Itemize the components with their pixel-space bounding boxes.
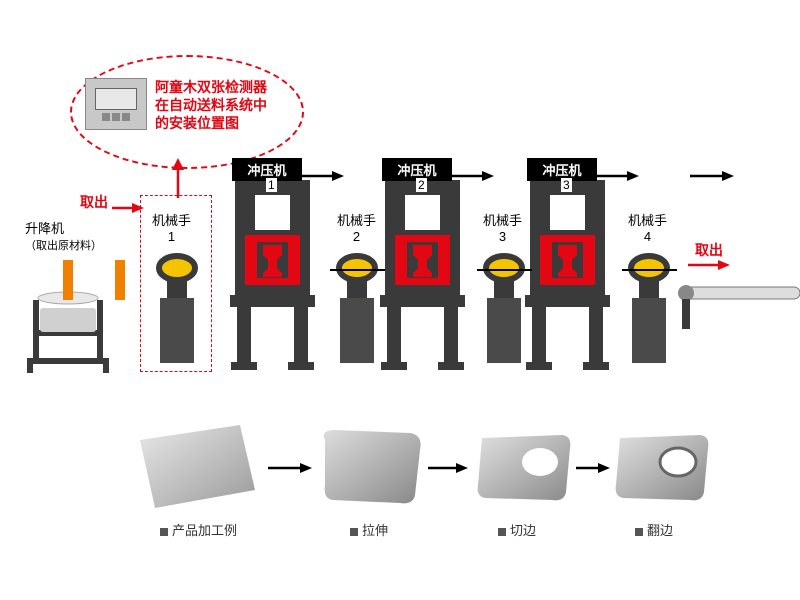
flow-arrow-icon	[595, 168, 640, 184]
robot-label-2: 机械手2	[337, 210, 376, 244]
conveyor-icon	[672, 282, 800, 332]
robot-label-4: 机械手4	[628, 210, 667, 244]
takeout-label-2: 取出	[695, 240, 723, 260]
callout-line1: 阿童木双张检测器	[155, 78, 267, 96]
diagram-container: 阿童木双张检测器 在自动送料系统中 的安装位置图 取出 升降机 （取出原材料） …	[0, 0, 800, 600]
press-num-2: 2	[416, 178, 427, 192]
robot-3	[477, 250, 532, 375]
process-drawn-icon	[315, 425, 425, 510]
robot-1	[150, 250, 205, 375]
flow-arrow-icon	[268, 460, 313, 476]
callout-line3: 的安装位置图	[155, 114, 267, 132]
process-label-4: 翻边	[635, 520, 673, 539]
arrow-right-icon	[688, 258, 730, 272]
takeout-label-1: 取出	[80, 192, 108, 212]
flow-arrow-icon	[690, 168, 735, 184]
process-label-1: 产品加工例	[160, 520, 237, 539]
robot-label-3: 机械手3	[483, 210, 522, 244]
process-trimmed-icon	[470, 430, 575, 508]
press-num-1: 1	[266, 178, 277, 192]
press-machine-3	[520, 180, 615, 375]
flow-arrow-icon	[450, 168, 495, 184]
press-machine-1	[225, 180, 320, 375]
press-machine-2	[375, 180, 470, 375]
robot-2	[330, 250, 385, 375]
process-sheet-icon	[130, 420, 260, 515]
callout-text: 阿童木双张检测器 在自动送料系统中 的安装位置图	[155, 78, 267, 133]
process-flanged-icon	[608, 430, 713, 508]
flow-arrow-icon	[300, 168, 345, 184]
process-label-2: 拉伸	[350, 520, 388, 539]
flow-arrow-icon	[576, 460, 610, 476]
arrow-up-icon	[168, 158, 188, 198]
robot-4	[622, 250, 677, 375]
elevator-machine-icon	[25, 250, 135, 375]
flow-arrow-icon	[428, 460, 468, 476]
press-num-3: 3	[561, 178, 572, 192]
robot-label-1: 机械手1	[152, 210, 191, 244]
process-label-3: 切边	[498, 520, 536, 539]
detector-device-icon	[85, 78, 147, 130]
callout-line2: 在自动送料系统中	[155, 96, 267, 114]
elevator-label: 升降机 （取出原材料）	[25, 218, 102, 253]
